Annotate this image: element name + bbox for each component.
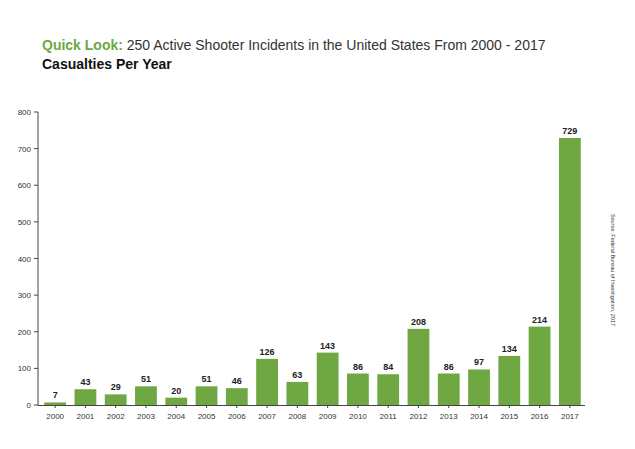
x-tick-label: 2000 <box>46 412 64 421</box>
x-tick-label: 2001 <box>77 412 95 421</box>
y-tick <box>34 185 38 186</box>
bar <box>559 138 581 405</box>
bar <box>529 327 551 405</box>
bar <box>286 382 308 405</box>
y-tick-label: 600 <box>18 181 32 190</box>
data-label: 46 <box>232 376 242 386</box>
bar <box>44 402 66 405</box>
x-tick <box>539 405 540 408</box>
y-tick <box>34 295 38 296</box>
y-tick-label: 100 <box>18 364 32 373</box>
x-tick-label: 2004 <box>167 412 185 421</box>
bar <box>196 386 218 405</box>
data-label: 729 <box>562 126 577 136</box>
y-tick-label: 700 <box>18 145 32 154</box>
x-tick-label: 2009 <box>319 412 337 421</box>
title-part: Quick Look: <box>42 37 123 53</box>
data-label: 97 <box>474 357 484 367</box>
x-tick-label: 2002 <box>107 412 125 421</box>
bar <box>226 388 248 405</box>
bar <box>468 369 490 405</box>
x-tick <box>85 405 86 408</box>
subtitle: Casualties Per Year <box>42 56 172 72</box>
data-label: 63 <box>292 370 302 380</box>
x-tick <box>206 405 207 408</box>
data-label: 214 <box>532 315 547 325</box>
data-label: 51 <box>141 374 151 384</box>
y-tick-label: 500 <box>18 218 32 227</box>
bar <box>75 389 97 405</box>
x-axis-line <box>38 405 585 406</box>
bar <box>317 353 339 405</box>
y-tick-label: 0 <box>27 401 32 410</box>
x-tick <box>388 405 389 408</box>
bar <box>498 356 520 405</box>
x-tick <box>479 405 480 408</box>
x-tick-label: 2011 <box>380 412 398 421</box>
bar <box>165 398 187 405</box>
title: Quick Look: 250 Active Shooter Incidents… <box>42 37 546 53</box>
x-tick <box>357 405 358 408</box>
bar <box>256 359 278 405</box>
x-tick-label: 2008 <box>288 412 306 421</box>
x-tick <box>327 405 328 408</box>
x-tick-label: 2003 <box>137 412 155 421</box>
x-tick <box>297 405 298 408</box>
x-tick <box>176 405 177 408</box>
y-tick-label: 300 <box>18 291 32 300</box>
bar <box>438 374 460 405</box>
x-tick-label: 2014 <box>470 412 488 421</box>
x-tick-label: 2010 <box>349 412 367 421</box>
data-label: 134 <box>502 344 517 354</box>
x-tick <box>267 405 268 408</box>
data-label: 29 <box>111 382 121 392</box>
x-tick <box>418 405 419 408</box>
y-tick <box>34 112 38 113</box>
x-tick-label: 2007 <box>258 412 276 421</box>
data-label: 84 <box>383 362 393 372</box>
x-tick <box>509 405 510 408</box>
x-tick <box>115 405 116 408</box>
x-tick-label: 2015 <box>500 412 518 421</box>
bars <box>44 138 581 405</box>
y-tick-label: 400 <box>18 255 32 264</box>
x-tick-label: 2012 <box>410 412 428 421</box>
title-part: 250 Active Shooter Incidents in the Unit… <box>123 37 546 53</box>
y-tick <box>34 405 38 406</box>
source-note: Source: Federal Bureau of Investigation,… <box>610 214 616 326</box>
x-tick <box>236 405 237 408</box>
x-tick <box>55 405 56 408</box>
x-tick-label: 2016 <box>531 412 549 421</box>
chart: Quick Look: 250 Active Shooter Incidents… <box>0 0 635 449</box>
x-tick <box>569 405 570 408</box>
data-label: 126 <box>260 347 275 357</box>
x-tick <box>145 405 146 408</box>
bar <box>105 394 127 405</box>
y-tick <box>34 258 38 259</box>
x-tick-label: 2006 <box>228 412 246 421</box>
data-label: 51 <box>202 374 212 384</box>
bar <box>377 374 399 405</box>
x-tick <box>448 405 449 408</box>
bar <box>408 329 430 405</box>
data-label: 86 <box>444 362 454 372</box>
data-label: 7 <box>53 390 58 400</box>
x-tick-label: 2005 <box>198 412 216 421</box>
data-label: 20 <box>171 386 181 396</box>
y-tick <box>34 331 38 332</box>
data-label: 43 <box>80 377 90 387</box>
y-tick-label: 200 <box>18 328 32 337</box>
y-tick <box>34 221 38 222</box>
bar <box>347 374 369 405</box>
y-tick <box>34 368 38 369</box>
data-label: 208 <box>411 317 426 327</box>
y-tick <box>34 148 38 149</box>
data-label: 143 <box>320 341 335 351</box>
x-tick-label: 2013 <box>440 412 458 421</box>
y-tick-label: 800 <box>18 108 32 117</box>
x-tick-label: 2017 <box>561 412 579 421</box>
bar <box>135 386 157 405</box>
data-label: 86 <box>353 362 363 372</box>
